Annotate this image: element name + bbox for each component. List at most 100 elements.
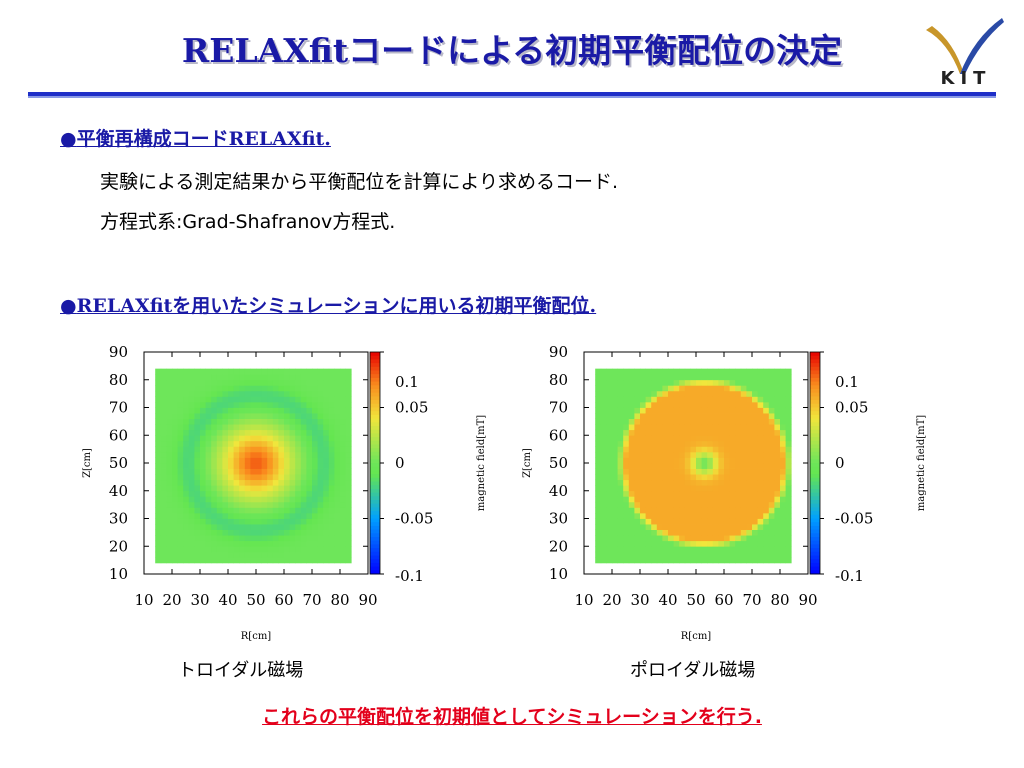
heatmap-cell (323, 446, 330, 453)
heatmap-cell (306, 451, 313, 458)
heatmap-cell (718, 418, 725, 425)
heatmap-cell (345, 407, 352, 414)
heatmap-cell (628, 551, 635, 558)
heatmap-cell (651, 501, 658, 508)
heatmap-cell (724, 418, 730, 425)
heatmap-cell (780, 540, 786, 547)
heatmap-cell (612, 374, 618, 381)
heatmap-cell (595, 551, 602, 558)
heatmap-cell (785, 457, 792, 464)
heatmap-cell (673, 490, 680, 497)
heatmap-cell (345, 368, 352, 375)
heatmap-cell (312, 390, 318, 397)
colorbar-segment (810, 570, 820, 575)
heatmap-cell (740, 485, 747, 492)
heatmap-cell (785, 474, 792, 481)
heatmap-cell (673, 524, 680, 530)
heatmap-cell (328, 496, 335, 503)
heatmap-cell (606, 435, 613, 442)
heatmap-cell (662, 468, 669, 475)
heatmap-cell (701, 385, 708, 392)
heatmap-cell (183, 446, 190, 453)
heatmap-cell (628, 540, 635, 547)
heatmap-cell (312, 512, 318, 519)
heatmap-cell (623, 435, 630, 442)
heatmap-cell (634, 485, 641, 492)
heatmap-cell (623, 440, 630, 447)
heatmap-cell (205, 474, 212, 481)
heatmap-cell (628, 401, 635, 408)
heatmap-cell (205, 551, 212, 558)
heatmap-cell (328, 440, 335, 447)
heatmap-cell (267, 557, 274, 564)
heatmap-cell (617, 468, 624, 475)
heatmap-cell (729, 551, 736, 558)
heatmap-cell (312, 446, 318, 453)
heatmap-cell (774, 424, 781, 431)
heatmap-cell (606, 468, 613, 475)
heatmap-cell (606, 379, 613, 386)
heatmap-cell (696, 540, 702, 547)
heatmap-cell (244, 546, 251, 553)
heatmap-cell (640, 446, 646, 453)
heatmap-cell (177, 374, 184, 381)
heatmap-cell (718, 424, 725, 431)
heatmap-cell (690, 440, 697, 447)
heatmap-cell (200, 424, 206, 431)
heatmap-cell (244, 407, 251, 414)
heatmap-cell (617, 451, 624, 458)
heatmap-cell (222, 546, 229, 553)
y-tick-label: 10 (549, 565, 568, 583)
heatmap-cell (244, 390, 251, 397)
heatmap-cell (328, 429, 335, 436)
heatmap-cell (729, 501, 736, 508)
colorbar-segment (810, 474, 820, 479)
heatmap-cell (785, 540, 792, 547)
heatmap-cell (239, 540, 246, 547)
heatmap-cell (160, 401, 167, 408)
heatmap-cell (746, 474, 753, 481)
heatmap-cell (634, 529, 641, 536)
heatmap-cell (340, 490, 346, 497)
heatmap-cell (673, 496, 680, 503)
heatmap-cell (606, 546, 613, 553)
heatmap-cell (155, 518, 162, 525)
heatmap-cell (300, 451, 307, 458)
heatmap-cell (774, 474, 781, 481)
heatmap-cell (284, 512, 290, 519)
heatmap-cell (284, 407, 290, 414)
heatmap-cell (172, 446, 178, 453)
heatmap-cell (300, 551, 307, 558)
heatmap-cell (752, 407, 758, 414)
heatmap-cell (284, 429, 290, 436)
heatmap-cell (172, 546, 178, 553)
bullet-icon: ● (60, 295, 77, 317)
y-tick-label: 20 (109, 537, 128, 555)
heatmap-cell (746, 440, 753, 447)
heatmap-cell (735, 446, 742, 453)
heatmap-cell (712, 385, 719, 392)
heatmap-cell (200, 379, 206, 386)
heatmap-cell (780, 490, 786, 497)
heatmap-cell (228, 368, 234, 375)
heatmap-cell (673, 440, 680, 447)
heatmap-cell (746, 479, 753, 486)
heatmap-cell (595, 474, 602, 481)
heatmap-cell (166, 440, 173, 447)
heatmap-cell (729, 446, 736, 453)
colorbar-segment (370, 551, 380, 556)
heatmap-cell (595, 457, 602, 464)
colorbar-tick-label: 0 (395, 454, 405, 472)
heatmap-cell (768, 524, 775, 530)
heatmap-cell (640, 390, 646, 397)
heatmap-cell (690, 496, 697, 503)
heatmap-cell (205, 496, 212, 503)
heatmap-cell (656, 413, 663, 419)
colorbar-segment (370, 363, 380, 368)
heatmap-cell (166, 435, 173, 442)
heatmap-cell (256, 451, 262, 458)
heatmap-cell (746, 446, 753, 453)
heatmap-cell (177, 418, 184, 425)
heatmap-cell (684, 457, 691, 464)
y-tick-label: 60 (549, 426, 568, 444)
